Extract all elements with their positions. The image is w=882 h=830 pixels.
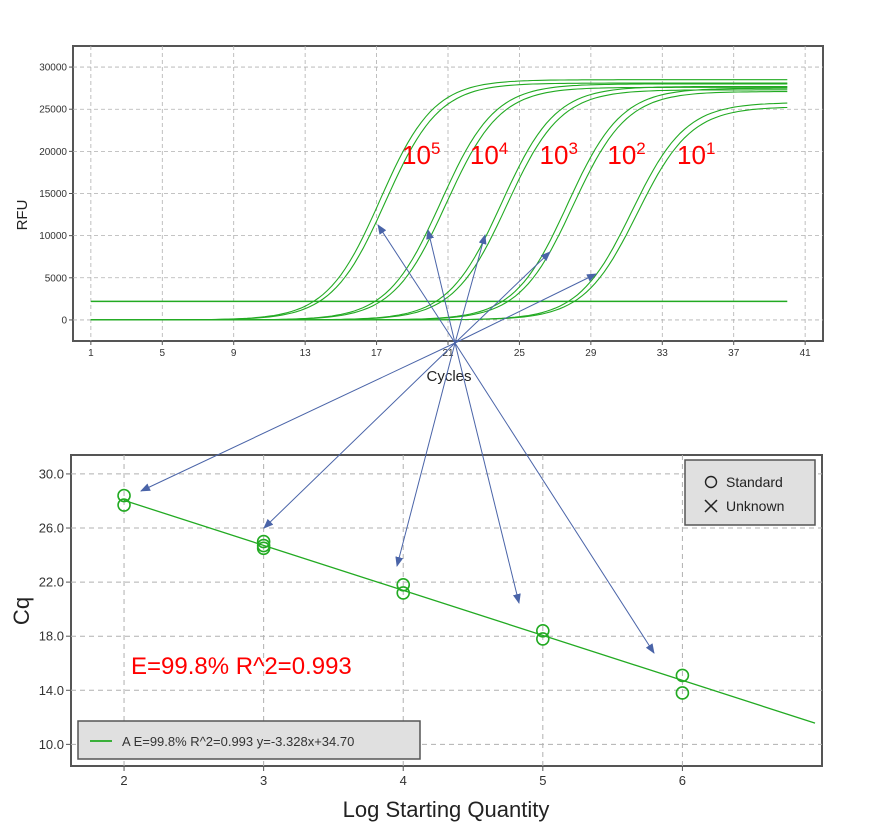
efficiency-annotation: E=99.8% R^2=0.993	[131, 653, 352, 680]
arrow-to-curve-1e3	[454, 234, 487, 344]
dilution-label: 101	[677, 139, 715, 170]
standard-curve-x-axis-label: Log Starting Quantity	[343, 797, 550, 822]
arrow-to-point-6	[454, 342, 655, 654]
std-y-tick-label: 22.0	[39, 575, 64, 590]
marker-legend-box	[684, 459, 816, 526]
amp-x-tick-label: 5	[160, 348, 166, 359]
amp-y-tick-label: 15000	[39, 189, 67, 200]
standard-point	[256, 534, 271, 549]
amp-y-tick-label: 20000	[39, 147, 67, 158]
standard-point	[675, 668, 690, 683]
arrow-to-point-2	[140, 342, 456, 492]
standard-point	[396, 578, 411, 592]
std-x-tick-label: 3	[260, 773, 267, 788]
fit-legend: A E=99.8% R^2=0.993 y=-3.328x+34.70	[77, 720, 421, 760]
standard-curve-x-ticks: 2 3 4 5 6	[120, 766, 686, 788]
standard-points	[117, 488, 690, 700]
std-y-tick-label: 14.0	[39, 683, 64, 698]
arrow-to-point-4	[395, 342, 456, 567]
arrow-to-curve-1e4	[426, 229, 456, 344]
amplification-x-axis-label: Cycles	[426, 368, 471, 385]
standard-point	[117, 488, 131, 503]
standard-point	[675, 686, 690, 700]
connector-arrows	[140, 224, 655, 654]
amp-x-tick-label: 41	[800, 348, 812, 359]
arrow-to-curve-1e1	[454, 273, 597, 344]
arrow-to-point-3	[263, 342, 456, 529]
amp-y-tick-label: 30000	[39, 63, 67, 74]
standard-curve-y-axis-label: Cq	[9, 597, 34, 625]
amplification-curve	[90, 106, 788, 321]
marker-legend: Standard Unknown	[684, 459, 816, 526]
std-x-tick-label: 2	[120, 773, 127, 788]
standard-point	[117, 498, 131, 512]
arrow-to-curve-1e5	[377, 224, 456, 344]
fit-legend-text: A E=99.8% R^2=0.993 y=-3.328x+34.70	[122, 734, 354, 749]
std-y-tick-label: 10.0	[39, 737, 64, 752]
dilution-labels: 105 104 103 102 101	[402, 139, 715, 170]
standard-point	[396, 586, 411, 600]
standard-curve-plot: 2 3 4 5 6 10.0 14.0 18.0 22.0 26.0 30.0 E=99.8% R…	[9, 454, 823, 822]
amp-x-tick-label: 21	[442, 348, 454, 359]
amp-x-tick-label: 37	[728, 348, 740, 359]
amp-x-tick-label: 33	[657, 348, 669, 359]
legend-standard-label: Standard	[726, 474, 783, 490]
fit-legend-box	[77, 720, 421, 760]
unknown-marker-icon	[704, 499, 718, 513]
std-x-tick-label: 6	[679, 773, 686, 788]
legend-unknown-label: Unknown	[726, 498, 784, 514]
amp-x-tick-label: 13	[300, 348, 312, 359]
dilution-label: 103	[540, 139, 578, 170]
standard-curve-y-ticks: 10.0 14.0 18.0 22.0 26.0 30.0	[39, 466, 71, 752]
amp-x-tick-label: 29	[585, 348, 597, 359]
std-y-tick-label: 30.0	[39, 466, 64, 481]
fit-line	[123, 499, 816, 724]
standard-point	[536, 623, 550, 638]
std-x-tick-label: 4	[400, 773, 407, 788]
amplification-curves	[90, 79, 788, 321]
amp-x-tick-label: 1	[88, 348, 94, 359]
std-y-tick-label: 26.0	[39, 521, 64, 536]
amplification-y-ticks: 0 5000 10000 15000 20000 25000 30000	[39, 63, 73, 326]
amp-x-tick-label: 17	[371, 348, 383, 359]
dilution-label: 104	[470, 139, 508, 170]
standard-point	[536, 632, 550, 646]
arrow-to-point-5	[454, 342, 521, 604]
arrow-to-curve-1e2	[454, 251, 551, 344]
amp-x-tick-label: 9	[231, 348, 237, 359]
std-y-tick-label: 18.0	[39, 629, 64, 644]
standard-marker-icon	[704, 475, 718, 489]
amp-y-tick-label: 5000	[45, 273, 68, 284]
fit-line-group	[123, 499, 816, 724]
amplification-x-ticks: 1 5 9 13 17 21 25 29 33 37 41	[88, 341, 811, 359]
amplification-y-axis-label: RFU	[14, 200, 31, 231]
dilution-label: 105	[402, 139, 440, 170]
dilution-label: 102	[607, 139, 645, 170]
amp-y-tick-label: 25000	[39, 105, 67, 116]
std-x-tick-label: 5	[539, 773, 546, 788]
standard-point	[256, 541, 271, 556]
amplification-plot: 1 5 9 13 17 21 25 29 33 37 41 0 5000 10000 15000 20000…	[14, 45, 824, 385]
amp-x-tick-label: 25	[514, 348, 526, 359]
amp-y-tick-label: 10000	[39, 231, 67, 242]
amp-y-tick-label: 0	[61, 315, 67, 326]
